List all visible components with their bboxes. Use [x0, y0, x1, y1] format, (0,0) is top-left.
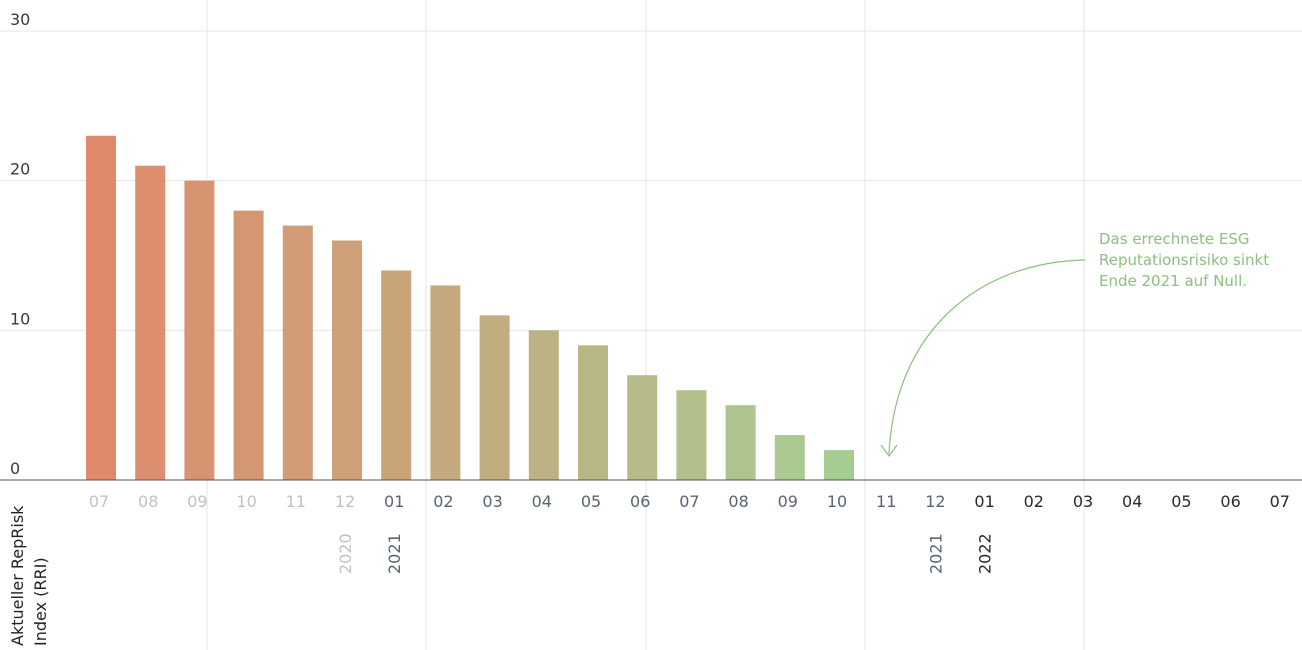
x-tick-label: 09	[187, 492, 207, 511]
bar	[86, 135, 116, 480]
x-tick-label: 07	[679, 492, 699, 511]
x-tick-label: 10	[827, 492, 847, 511]
bar	[282, 225, 313, 480]
bar	[233, 210, 264, 480]
bar	[135, 165, 166, 480]
x-tick-label: 05	[1171, 492, 1191, 511]
annotation-text: Das errechnete ESG Reputationsrisiko sin…	[1099, 230, 1274, 290]
bar	[725, 405, 756, 480]
y-axis-label-line: Aktueller RepRisk	[8, 505, 27, 646]
x-tick-label: 05	[581, 492, 601, 511]
x-tick-label: 02	[1024, 492, 1044, 511]
x-tick-label: 03	[1073, 492, 1093, 511]
x-tick-label: 07	[1270, 492, 1290, 511]
annotation-arrow	[888, 259, 1086, 455]
bar	[184, 180, 215, 480]
bar	[676, 390, 707, 480]
bar	[578, 345, 608, 480]
y-axis-label: Aktueller RepRisk Index (RRI)	[8, 500, 50, 646]
x-tick-label: 09	[778, 492, 798, 511]
x-tick-label: 06	[1220, 492, 1240, 511]
year-label: 2021	[926, 533, 945, 574]
y-axis-label-line: Index (RRI)	[31, 557, 50, 646]
x-tick-label: 04	[1122, 492, 1142, 511]
x-tick-label: 02	[433, 492, 453, 511]
bar	[479, 315, 510, 480]
x-tick-label: 11	[286, 492, 306, 511]
annotation-line: Ende 2021 auf Null.	[1099, 272, 1247, 290]
bar	[824, 450, 854, 480]
bar	[381, 270, 412, 480]
x-tick-label: 03	[482, 492, 502, 511]
bar	[430, 285, 461, 480]
x-tick-label: 06	[630, 492, 650, 511]
annotation-line: Reputationsrisiko sinkt	[1099, 251, 1269, 269]
year-label: 2020	[336, 533, 355, 574]
x-tick-label: 01	[974, 492, 994, 511]
y-tick-label: 30	[10, 10, 30, 29]
x-tick-label: 12	[925, 492, 945, 511]
bar	[332, 240, 362, 480]
x-tick-label: 07	[89, 492, 109, 511]
annotation-arrowhead	[880, 444, 898, 458]
x-tick-label: 10	[236, 492, 256, 511]
bar	[528, 330, 559, 480]
x-tick-label: 01	[384, 492, 404, 511]
year-label: 2022	[976, 533, 995, 574]
x-tick-label: 11	[876, 492, 896, 511]
x-tick-label: 04	[532, 492, 552, 511]
y-tick-label: 10	[10, 309, 30, 328]
x-tick-label: 12	[335, 492, 355, 511]
bar	[774, 435, 805, 480]
x-tick-label: 08	[138, 492, 158, 511]
annotation: Das errechnete ESG Reputationsrisiko sin…	[880, 230, 1274, 458]
annotation-line: Das errechnete ESG	[1099, 230, 1250, 248]
x-tick-label: 08	[728, 492, 748, 511]
bars	[86, 135, 854, 480]
year-label: 2021	[385, 533, 404, 574]
y-tick-label: 20	[10, 160, 30, 179]
y-tick-label: 0	[10, 459, 20, 478]
bar	[627, 375, 658, 480]
